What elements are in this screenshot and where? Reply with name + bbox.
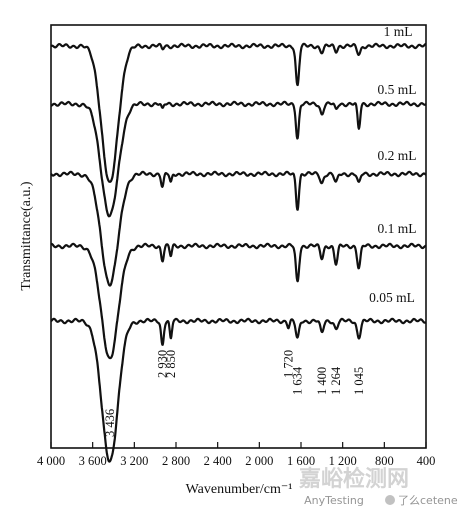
x-tick-label: 800 <box>375 454 394 468</box>
x-axis-label: Wavenumber/cm⁻¹ <box>186 482 293 497</box>
peak-label: 1 634 <box>291 366 305 395</box>
spectrum-line <box>50 242 427 360</box>
series-label: 0.05 mL <box>369 290 415 305</box>
x-tick-label: 1 600 <box>287 454 315 468</box>
peak-label: 1 400 <box>315 367 329 395</box>
watermark-tag: 了么cetene <box>398 494 458 507</box>
x-tick-label: 3 600 <box>79 454 107 468</box>
x-tick-label: 2 800 <box>162 454 190 468</box>
series-label: 0.2 mL <box>378 148 417 163</box>
peak-label: 1 720 <box>282 350 296 378</box>
wechat-icon <box>385 495 395 505</box>
x-tick-label: 400 <box>417 454 436 468</box>
watermark-sub: AnyTesting <box>304 494 364 507</box>
watermark-main: 嘉峪检测网 <box>299 466 409 492</box>
spectrum-line <box>50 317 427 463</box>
series-label: 0.1 mL <box>378 221 417 236</box>
peak-label: 3 436 <box>103 409 117 437</box>
spectrum-line <box>50 170 427 287</box>
series-labels: 1 mL 0.5 mL 0.2 mL 0.1 mL 0.05 mL <box>369 24 416 305</box>
x-tick-label: 1 200 <box>329 454 357 468</box>
x-tick-label: 4 000 <box>37 454 65 468</box>
spectra <box>50 42 427 463</box>
y-axis-label: Transmittance(a.u.) <box>19 181 34 290</box>
series-label: 0.5 mL <box>378 82 417 97</box>
peak-label: 2 930 <box>156 350 170 378</box>
spectrum-line <box>50 100 427 218</box>
x-tick-label: 2 400 <box>204 454 232 468</box>
plot-frame <box>50 24 427 449</box>
x-tick-label: 2 000 <box>245 454 273 468</box>
series-label: 1 mL <box>384 24 413 39</box>
x-ticks: 4 000 3 600 3 200 2 800 2 400 2 000 1 600 1 200… <box>37 442 435 468</box>
peak-label: 1 264 <box>329 366 343 395</box>
x-tick-label: 3 200 <box>120 454 148 468</box>
peak-label: 2 850 <box>164 350 178 378</box>
peak-label: 1 045 <box>352 367 366 395</box>
watermark: 嘉峪检测网 AnyTesting 了么cetene <box>299 466 458 507</box>
spectrum-line <box>50 42 427 183</box>
